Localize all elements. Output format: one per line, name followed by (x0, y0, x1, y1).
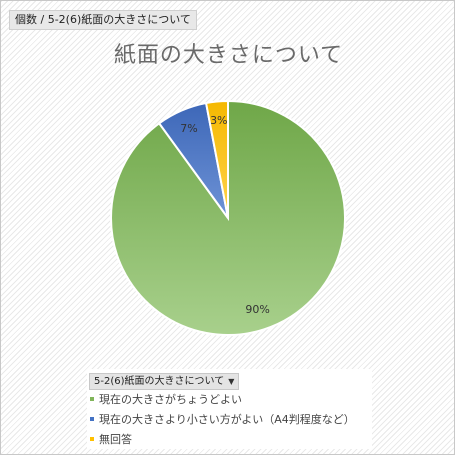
chart-title: 紙面の大きさについて (113, 43, 344, 68)
legend-label-1: 現在の大きさがちょうどよい (99, 393, 242, 406)
legend-label-2: 現在の大きさより小さい方がよい（A4判程度など） (99, 413, 355, 426)
legend-item-3: 無回答 (90, 430, 372, 450)
legend-swatch-1 (90, 397, 94, 401)
legend-field-button[interactable]: 5-2(6)紙面の大きさについて ▼ (89, 373, 240, 390)
pie-slice-3[interactable] (204, 99, 229, 219)
legend: 5-2(6)紙面の大きさについて ▼ 現在の大きさがちょうどよい現在の大きさより小… (87, 369, 372, 449)
legend-swatch-3 (90, 437, 94, 441)
legend-swatch-2 (90, 417, 94, 421)
dropdown-arrow-icon[interactable]: ▼ (228, 377, 235, 386)
data-label-1: 90% (245, 303, 269, 316)
data-label-3: 3% (210, 114, 227, 127)
data-label-2: 7% (180, 122, 197, 135)
legend-item-2: 現在の大きさより小さい方がよい（A4判程度など） (90, 410, 372, 430)
value-field-button[interactable]: 個数 / 5-2(6)紙面の大きさについて (9, 10, 197, 30)
legend-label-3: 無回答 (99, 433, 132, 446)
legend-item-1: 現在の大きさがちょうどよい (90, 390, 372, 410)
